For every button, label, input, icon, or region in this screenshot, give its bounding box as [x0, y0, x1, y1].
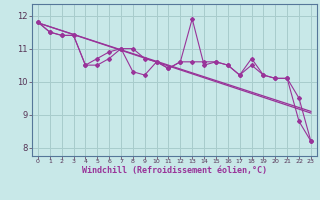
X-axis label: Windchill (Refroidissement éolien,°C): Windchill (Refroidissement éolien,°C): [82, 166, 267, 175]
